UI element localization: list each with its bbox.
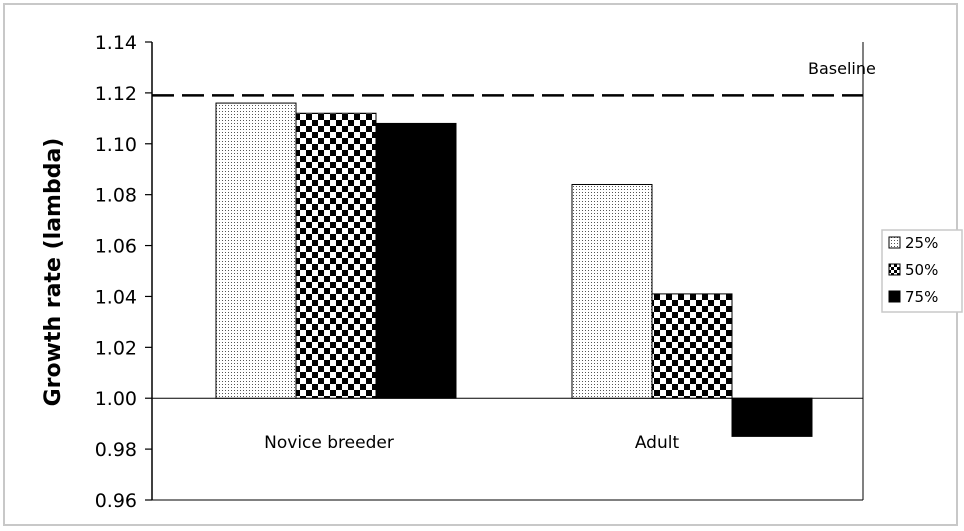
bar-novice-breeder-25pct: [215, 102, 297, 399]
bar-adult-50pct: [651, 293, 733, 399]
category-label: Adult: [635, 433, 680, 453]
bar-novice-breeder-50pct: [295, 112, 377, 399]
y-tick-label: 1.04: [95, 286, 137, 308]
legend-label: 75%: [905, 288, 938, 306]
y-tick-label: 1.06: [95, 236, 137, 258]
legend-swatch: [888, 236, 901, 249]
y-tick-label: 0.96: [95, 490, 137, 512]
legend-swatch: [888, 290, 901, 303]
y-tick-label: 1.00: [95, 388, 137, 410]
y-tick-label: 1.12: [95, 83, 137, 105]
legend: 25% 50% 75%: [881, 229, 963, 313]
y-tick-label: 1.14: [95, 32, 137, 54]
bar-adult-75pct: [731, 397, 813, 437]
category-label: Novice breeder: [264, 433, 394, 453]
bar-adult-25pct: [571, 183, 653, 399]
bars: [215, 102, 813, 437]
legend-swatch: [888, 263, 901, 276]
y-axis-title: Growth rate (lambda): [41, 138, 66, 407]
y-tick-label: 1.02: [95, 337, 137, 359]
y-axis-ticks: 0.96 0.98 1.00 1.02 1.04 1.06 1.08 1.10 1.12 1.14: [95, 32, 152, 512]
y-tick-label: 1.08: [95, 185, 137, 207]
category-labels: Novice breeder Adult: [264, 433, 679, 453]
baseline-label: Baseline: [808, 59, 876, 78]
bar-novice-breeder-75pct: [375, 122, 457, 399]
legend-label: 50%: [905, 261, 938, 279]
y-tick-label: 1.10: [95, 134, 137, 156]
y-tick-label: 0.98: [95, 439, 137, 461]
legend-label: 25%: [905, 234, 938, 252]
